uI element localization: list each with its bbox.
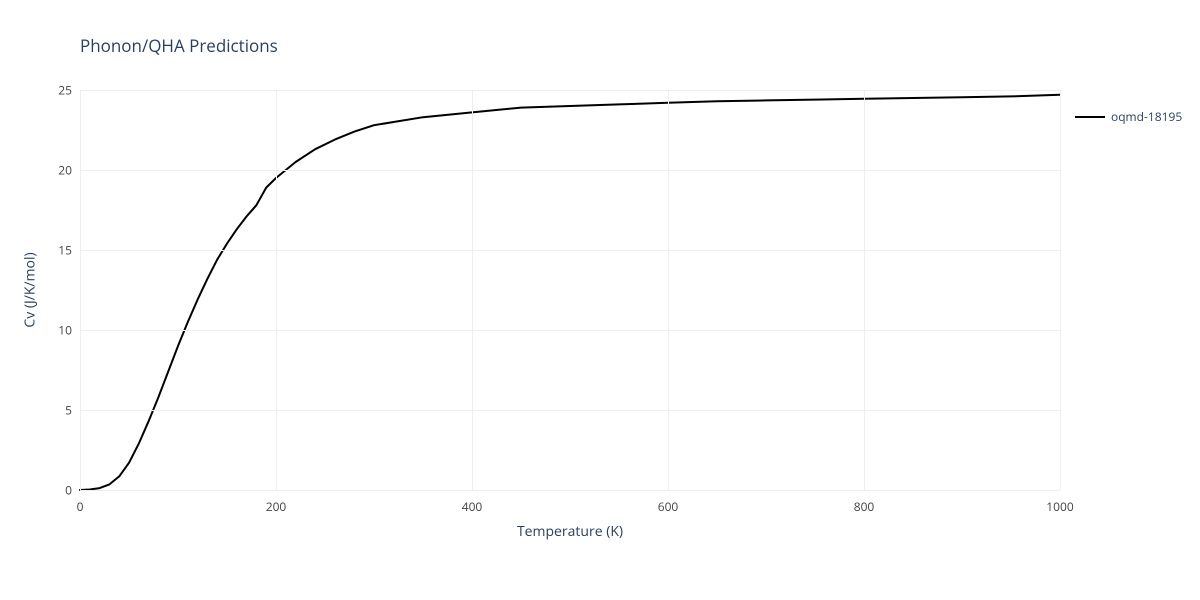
grid-line-horizontal: [80, 330, 1060, 331]
grid-line-horizontal: [80, 170, 1060, 171]
x-tick-label: 800: [854, 498, 875, 515]
x-tick-label: 400: [462, 498, 483, 515]
grid-line-vertical: [864, 90, 865, 490]
series-line[interactable]: [80, 95, 1060, 490]
y-tick-label: 5: [52, 402, 72, 419]
y-tick-label: 10: [52, 322, 72, 339]
grid-line-horizontal: [80, 410, 1060, 411]
x-tick-label: 0: [77, 498, 84, 515]
grid-line-vertical: [668, 90, 669, 490]
y-tick-label: 25: [52, 82, 72, 99]
x-tick-label: 600: [658, 498, 679, 515]
grid-line-vertical: [80, 90, 81, 490]
grid-line-vertical: [1060, 90, 1061, 490]
y-tick-label: 15: [52, 242, 72, 259]
y-tick-label: 20: [52, 162, 72, 179]
x-tick-label: 200: [266, 498, 287, 515]
x-tick-label: 1000: [1046, 498, 1073, 515]
grid-line-vertical: [276, 90, 277, 490]
grid-line-horizontal: [80, 250, 1060, 251]
grid-line-horizontal: [80, 90, 1060, 91]
grid-line-vertical: [472, 90, 473, 490]
grid-line-horizontal: [80, 490, 1060, 491]
chart-container: Phonon/QHA Predictions Temperature (K) C…: [0, 0, 1200, 600]
y-tick-label: 0: [52, 482, 72, 499]
